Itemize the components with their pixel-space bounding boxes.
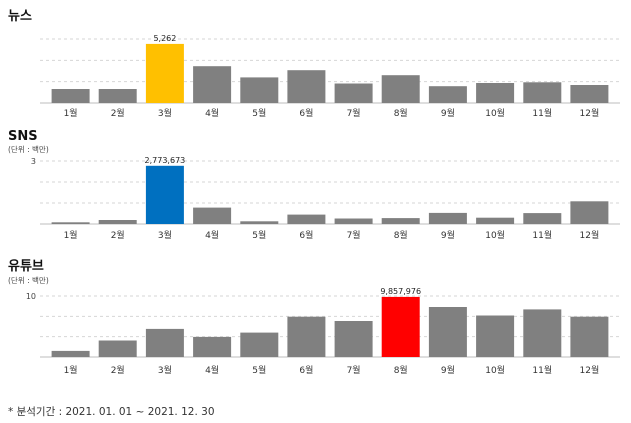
x-tick-label: 9월 <box>441 364 455 376</box>
bar-5 <box>240 332 279 357</box>
bar-5 <box>240 77 279 103</box>
bar-7 <box>334 218 373 224</box>
x-tick-label: 1월 <box>64 229 78 241</box>
x-tick-label: 8월 <box>394 107 408 119</box>
x-tick-label: 11월 <box>532 107 552 119</box>
x-tick-label: 5월 <box>252 107 266 119</box>
x-tick-label: 1월 <box>64 364 78 376</box>
x-tick-label: 7월 <box>347 229 361 241</box>
bar-12 <box>570 201 609 224</box>
x-tick-label: 5월 <box>252 364 266 376</box>
bar-1 <box>51 89 90 103</box>
x-tick-label: 3월 <box>158 229 172 241</box>
chart-title: 뉴스 <box>8 9 32 24</box>
x-tick-label: 9월 <box>441 107 455 119</box>
x-tick-label: 2월 <box>111 229 125 241</box>
footnote: * 분석기간 : 2021. 01. 01 ~ 2021. 12. 30 <box>8 406 215 418</box>
bar-9 <box>428 307 467 357</box>
bar-3 <box>145 165 184 224</box>
bar-4 <box>193 336 232 357</box>
bar-2 <box>98 340 137 357</box>
unit-label: (단위 : 백만) <box>8 144 49 154</box>
bar-3 <box>145 43 184 103</box>
bar-9 <box>428 212 467 224</box>
bar-4 <box>193 66 232 103</box>
x-tick-label: 10월 <box>485 364 505 376</box>
x-tick-label: 3월 <box>158 107 172 119</box>
x-tick-label: 12월 <box>580 364 600 376</box>
x-tick-label: 4월 <box>205 229 219 241</box>
bar-7 <box>334 321 373 357</box>
unit-label: (단위 : 백만) <box>8 275 49 285</box>
bar-6 <box>287 70 326 103</box>
x-tick-label: 10월 <box>485 229 505 241</box>
bar-1 <box>51 350 90 357</box>
x-tick-label: 7월 <box>347 107 361 119</box>
bar-10 <box>476 217 515 224</box>
bar-2 <box>98 89 137 103</box>
x-tick-label: 12월 <box>580 229 600 241</box>
x-tick-label: 7월 <box>347 364 361 376</box>
x-tick-label: 11월 <box>532 364 552 376</box>
x-tick-label: 2월 <box>111 364 125 376</box>
bar-11 <box>523 309 562 357</box>
y-tick-label: 10 <box>26 292 36 301</box>
bar-6 <box>287 316 326 357</box>
x-tick-label: 3월 <box>158 364 172 376</box>
bar-10 <box>476 315 515 357</box>
data-label: 9,857,976 <box>380 287 421 296</box>
x-tick-label: 12월 <box>580 107 600 119</box>
bar-7 <box>334 83 373 103</box>
x-tick-label: 1월 <box>64 107 78 119</box>
bar-12 <box>570 85 609 103</box>
x-tick-label: 4월 <box>205 107 219 119</box>
chart-title: 유튜브 <box>8 259 44 274</box>
x-tick-label: 8월 <box>394 364 408 376</box>
x-tick-label: 10월 <box>485 107 505 119</box>
bar-5 <box>240 221 279 224</box>
bar-1 <box>51 222 90 224</box>
bar-12 <box>570 316 609 357</box>
x-tick-label: 6월 <box>299 107 313 119</box>
bar-4 <box>193 207 232 224</box>
data-label: 2,773,673 <box>145 156 186 165</box>
bar-6 <box>287 214 326 224</box>
x-tick-label: 6월 <box>299 364 313 376</box>
chart-title: SNS <box>8 129 38 144</box>
bar-8 <box>381 296 420 357</box>
x-tick-label: 4월 <box>205 364 219 376</box>
bar-11 <box>523 82 562 103</box>
bar-10 <box>476 83 515 103</box>
x-tick-label: 2월 <box>111 107 125 119</box>
bar-11 <box>523 213 562 224</box>
x-tick-label: 11월 <box>532 229 552 241</box>
bar-8 <box>381 218 420 224</box>
y-tick-label: 3 <box>31 157 36 166</box>
bar-3 <box>145 328 184 357</box>
bar-9 <box>428 86 467 103</box>
bar-2 <box>98 220 137 224</box>
bar-8 <box>381 75 420 103</box>
x-tick-label: 8월 <box>394 229 408 241</box>
x-tick-label: 9월 <box>441 229 455 241</box>
data-label: 5,262 <box>153 34 176 43</box>
x-tick-label: 6월 <box>299 229 313 241</box>
x-tick-label: 5월 <box>252 229 266 241</box>
